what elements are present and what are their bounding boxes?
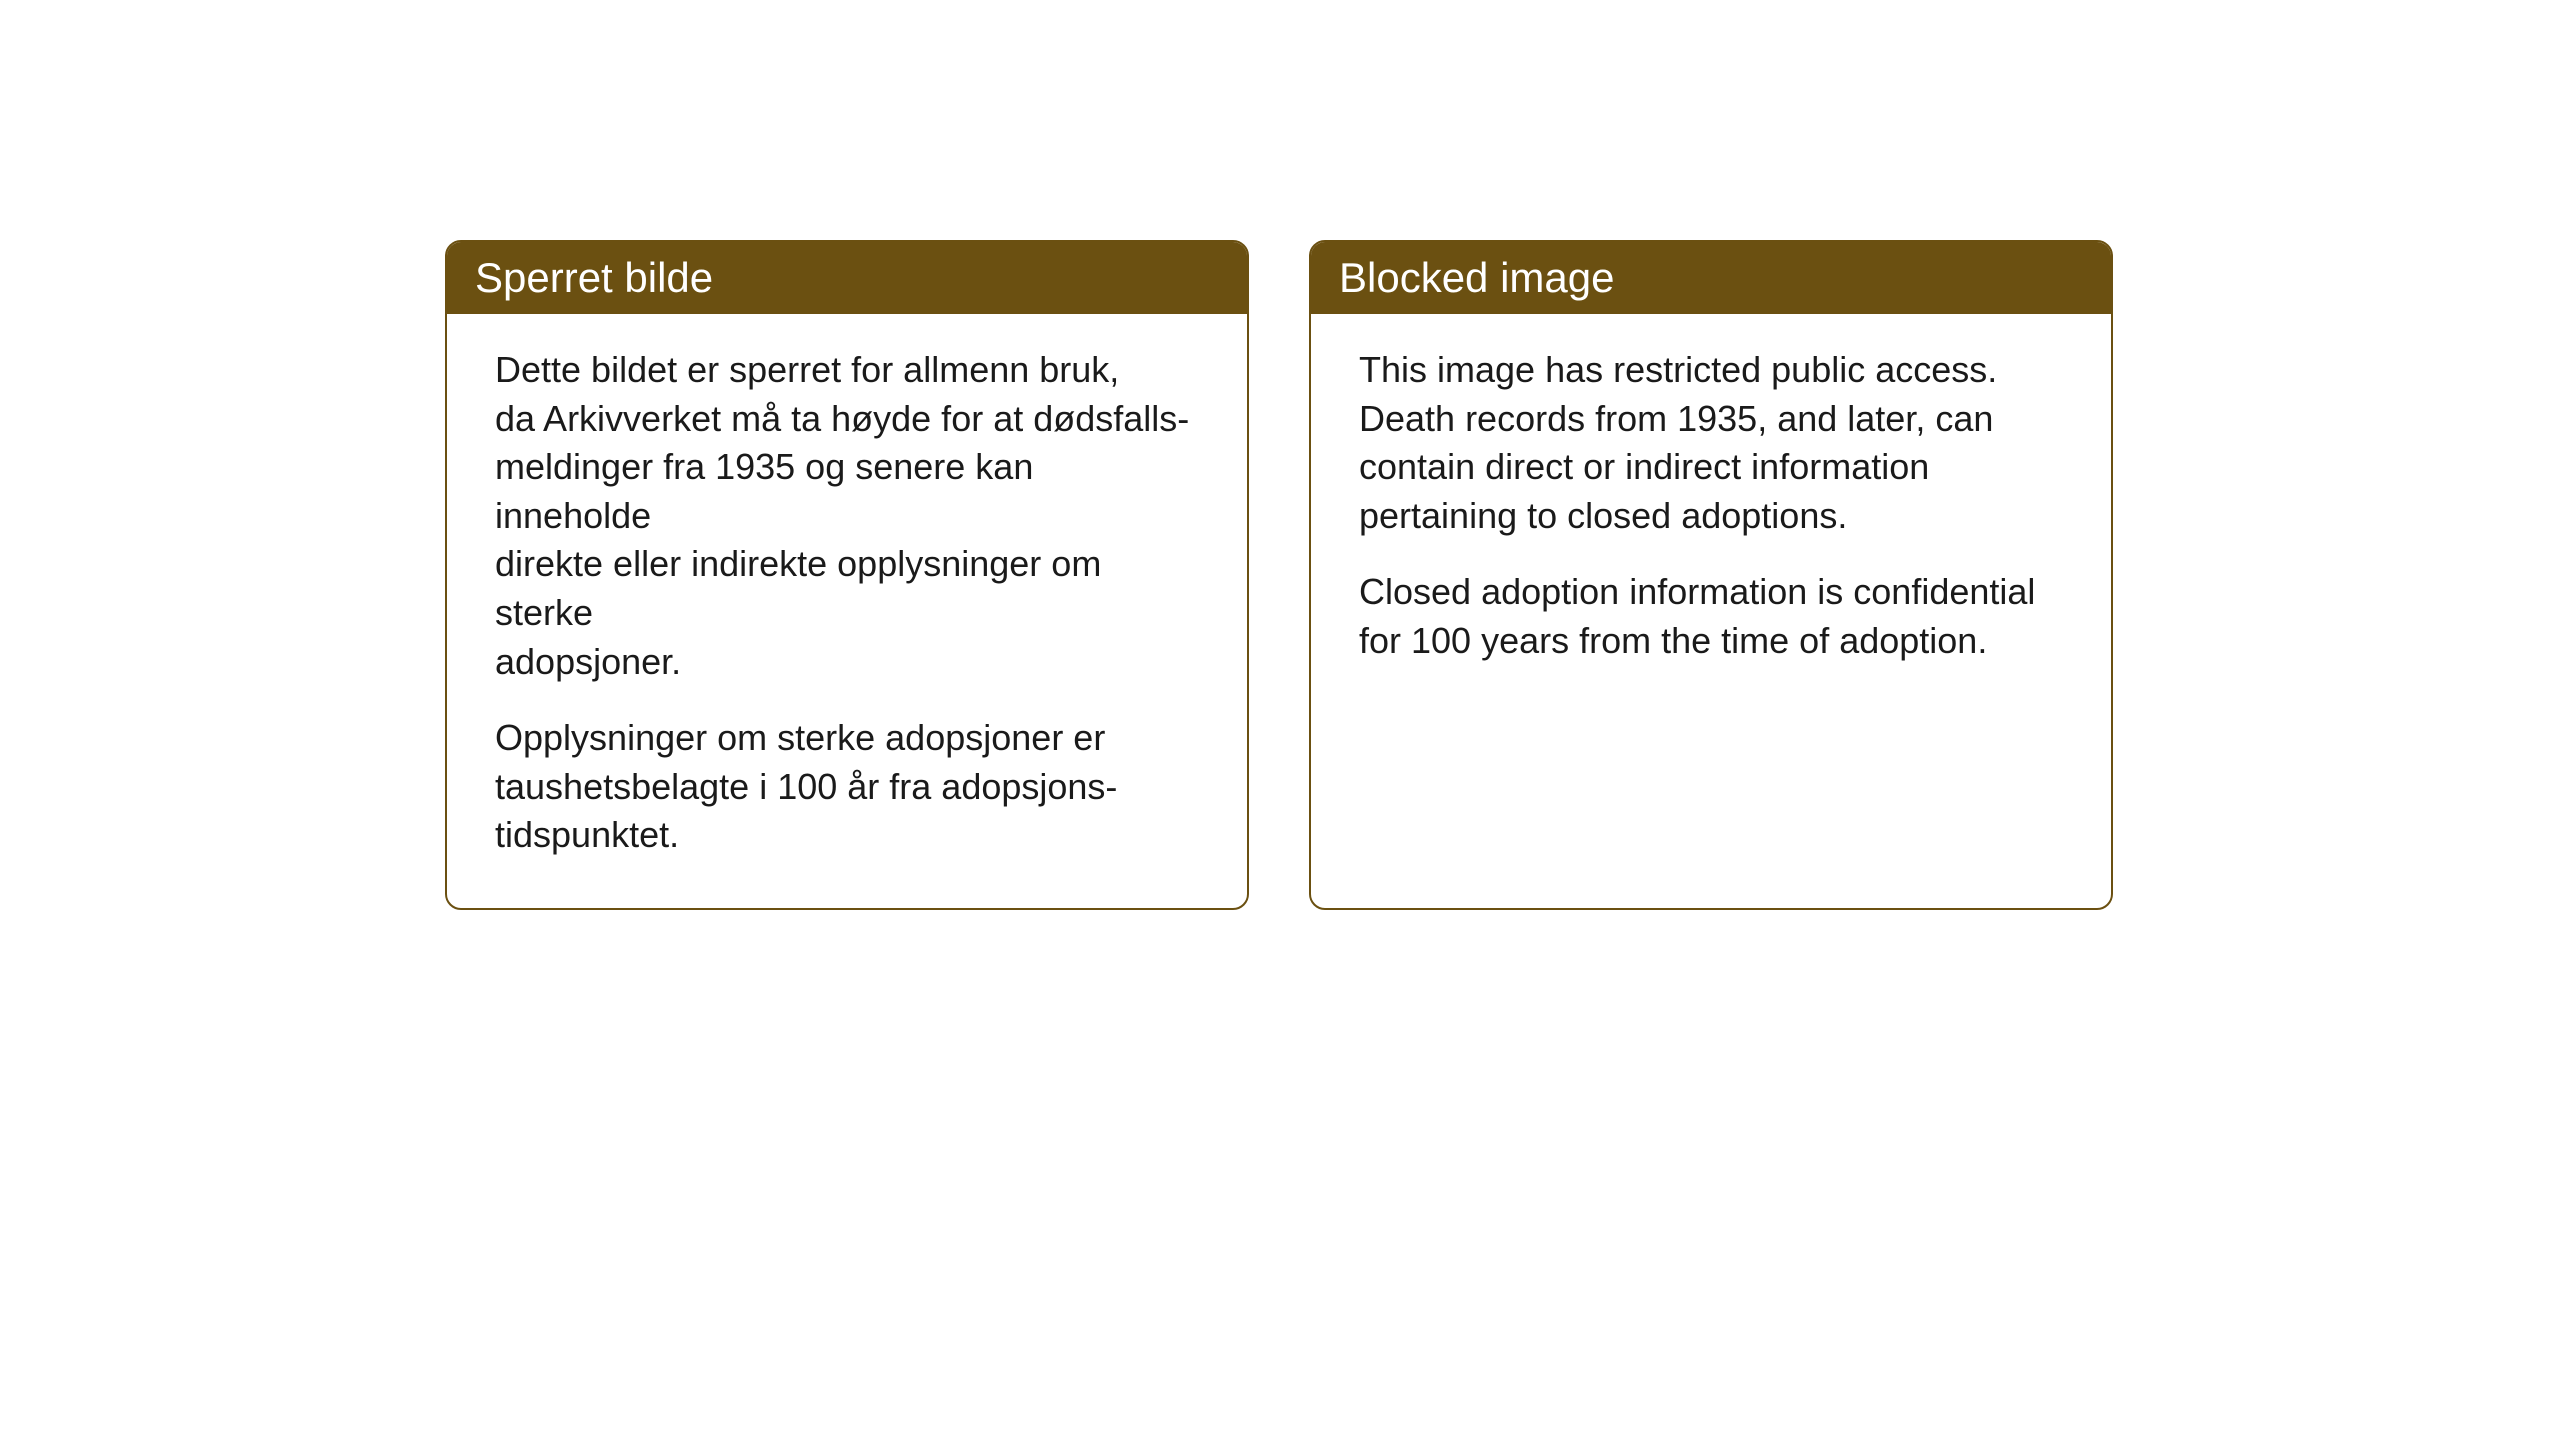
body-text-line: pertaining to closed adoptions. (1359, 492, 2063, 541)
body-text-line: tidspunktet. (495, 811, 1199, 860)
norwegian-paragraph-1: Dette bildet er sperret for allmenn bruk… (495, 346, 1199, 686)
body-text-line: Closed adoption information is confident… (1359, 568, 2063, 617)
body-text-line: This image has restricted public access. (1359, 346, 2063, 395)
body-text-line: Death records from 1935, and later, can (1359, 395, 2063, 444)
english-card: Blocked image This image has restricted … (1309, 240, 2113, 910)
english-paragraph-2: Closed adoption information is confident… (1359, 568, 2063, 665)
body-text-line: Dette bildet er sperret for allmenn bruk… (495, 346, 1199, 395)
body-text-line: direkte eller indirekte opplysninger om … (495, 540, 1199, 637)
english-paragraph-1: This image has restricted public access.… (1359, 346, 2063, 540)
body-text-line: da Arkivverket må ta høyde for at dødsfa… (495, 395, 1199, 444)
norwegian-card-header: Sperret bilde (447, 242, 1247, 314)
norwegian-card-body: Dette bildet er sperret for allmenn bruk… (447, 314, 1247, 908)
norwegian-paragraph-2: Opplysninger om sterke adopsjoner er tau… (495, 714, 1199, 860)
body-text-line: adopsjoner. (495, 638, 1199, 687)
norwegian-card-title: Sperret bilde (475, 254, 713, 301)
body-text-line: meldinger fra 1935 og senere kan innehol… (495, 443, 1199, 540)
body-text-line: contain direct or indirect information (1359, 443, 2063, 492)
english-card-body: This image has restricted public access.… (1311, 314, 2111, 714)
english-card-title: Blocked image (1339, 254, 1614, 301)
english-card-header: Blocked image (1311, 242, 2111, 314)
cards-container: Sperret bilde Dette bildet er sperret fo… (445, 240, 2113, 910)
body-text-line: Opplysninger om sterke adopsjoner er (495, 714, 1199, 763)
body-text-line: taushetsbelagte i 100 år fra adopsjons- (495, 763, 1199, 812)
body-text-line: for 100 years from the time of adoption. (1359, 617, 2063, 666)
norwegian-card: Sperret bilde Dette bildet er sperret fo… (445, 240, 1249, 910)
